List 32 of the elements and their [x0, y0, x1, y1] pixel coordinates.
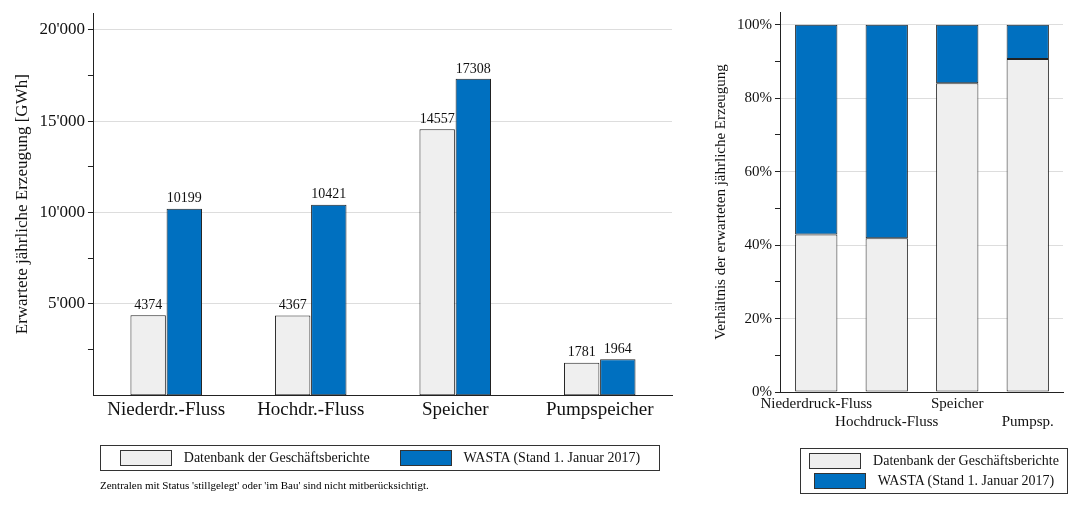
y-tick-label: 10'000 [39, 201, 85, 221]
x-tick-label: Speicher [421, 397, 490, 419]
x-tick-label: Pumpspeicher [545, 397, 655, 419]
data-label: 17308 [455, 60, 491, 76]
x-tick-label: Speicher [931, 394, 984, 411]
y-tick-label: 20'000 [39, 19, 85, 39]
data-label: 4374 [134, 296, 163, 312]
data-label: 1964 [603, 340, 632, 356]
y-tick-label: 15'000 [39, 110, 85, 130]
y-axis-title: Verhältnis der erwarteten jährliche Erzeugung [711, 63, 728, 340]
y-tick-label: 80% [744, 89, 772, 106]
y-tick-label: 5'000 [47, 293, 85, 313]
data-label: 1781 [567, 344, 596, 360]
x-tick-label: Niederdr.-Fluss [107, 397, 226, 419]
y-tick-label: 60% [744, 162, 772, 179]
data-label: 4367 [278, 297, 307, 313]
x-tick-label: Hochdr.-Fluss [257, 397, 365, 419]
x-tick-label: Hochdruck-Fluss [835, 412, 939, 429]
y-tick-label: 20% [744, 309, 772, 326]
y-tick-label: 0% [752, 382, 772, 399]
y-tick-label: 100% [737, 15, 772, 32]
data-label: 10199 [166, 190, 202, 206]
y-axis-title: Erwartete jährliche Erzeugung [GWh] [11, 74, 31, 335]
legend-label: Datenbank der Geschäftsberichte [873, 453, 1059, 469]
y-tick-label: 40% [744, 236, 772, 253]
text: Zentralen mit Status 'stillgelegt' oder 'im Bau' sind nicht mitberücksichtigt. [100, 479, 429, 491]
legend-label: WASTA (Stand 1. Januar 2017) [877, 473, 1055, 489]
legend-label: WASTA (Stand 1. Januar 2017) [463, 450, 641, 466]
legend-label: Datenbank der Geschäftsberichte [183, 450, 370, 466]
data-label: 10421 [311, 186, 347, 202]
data-label: 14557 [419, 110, 455, 126]
x-tick-label: Pumpsp. [1001, 412, 1054, 429]
